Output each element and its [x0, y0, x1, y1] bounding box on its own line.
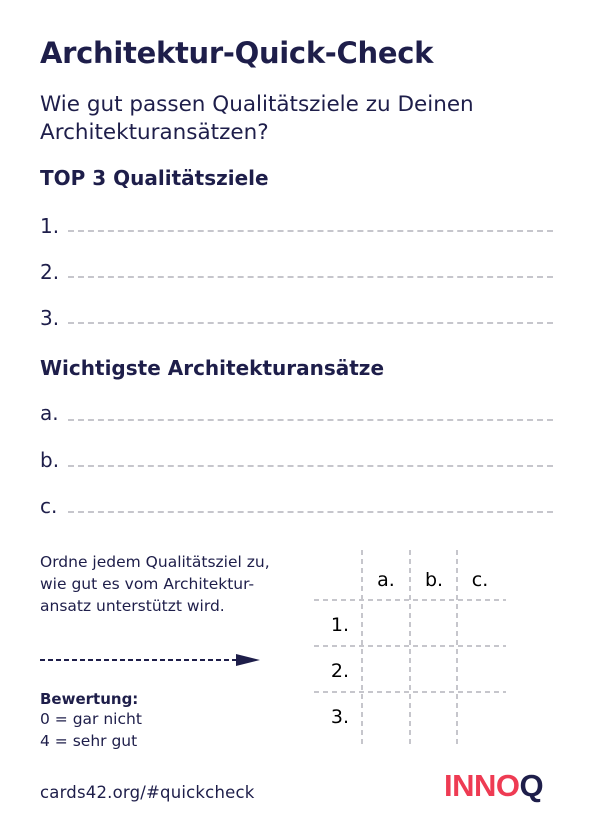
matrix-row-1: 1.: [331, 614, 349, 636]
arrow-right-icon: [40, 654, 260, 666]
goal-label-3: 3.: [40, 306, 60, 330]
matrix-col-b: b.: [425, 569, 443, 591]
approach-input-a[interactable]: [68, 419, 553, 421]
instruction-line-2: wie gut es vom Architektur-: [40, 575, 255, 593]
matrix-row-3: 3.: [331, 706, 349, 728]
approach-input-c[interactable]: [68, 511, 553, 513]
rating-line-0: 0 = gar nicht: [40, 710, 142, 728]
logo-main: INNO: [444, 768, 520, 803]
instruction-line-1: Ordne jedem Qualitätsziel zu,: [40, 553, 270, 571]
instruction-text: Ordne jedem Qualitätsziel zu, wie gut es…: [40, 551, 320, 617]
goal-label-1: 1.: [40, 214, 60, 238]
goal-input-1[interactable]: [68, 230, 553, 232]
matrix-row-2: 2.: [331, 660, 349, 682]
approach-label-c: c.: [40, 494, 58, 518]
rating-heading: Bewertung:: [40, 690, 139, 708]
approach-label-b: b.: [40, 448, 60, 472]
goal-label-2: 2.: [40, 260, 60, 284]
rating-matrix: a. b. c. 1. 2. 3.: [314, 550, 506, 744]
page-subtitle: Wie gut passen Qualitätsziele zu Deinen …: [40, 92, 474, 145]
matrix-col-c: c.: [472, 569, 489, 591]
page-title: Architektur-Quick-Check: [40, 36, 434, 70]
instruction-line-3: ansatz unterstützt wird.: [40, 597, 225, 615]
rating-line-4: 4 = sehr gut: [40, 732, 138, 750]
matrix-col-a: a.: [377, 569, 395, 591]
footer-url[interactable]: cards42.org/#quickcheck: [40, 783, 255, 802]
goal-input-3[interactable]: [68, 322, 553, 324]
logo-q: Q: [519, 768, 544, 803]
goal-input-2[interactable]: [68, 276, 553, 278]
approach-input-b[interactable]: [68, 465, 553, 467]
goals-heading: TOP 3 Qualitätsziele: [40, 166, 269, 190]
approach-label-a: a.: [40, 401, 59, 425]
approaches-heading: Wichtigste Architekturansätze: [40, 356, 385, 380]
innoq-logo: INNOQ: [444, 768, 544, 804]
